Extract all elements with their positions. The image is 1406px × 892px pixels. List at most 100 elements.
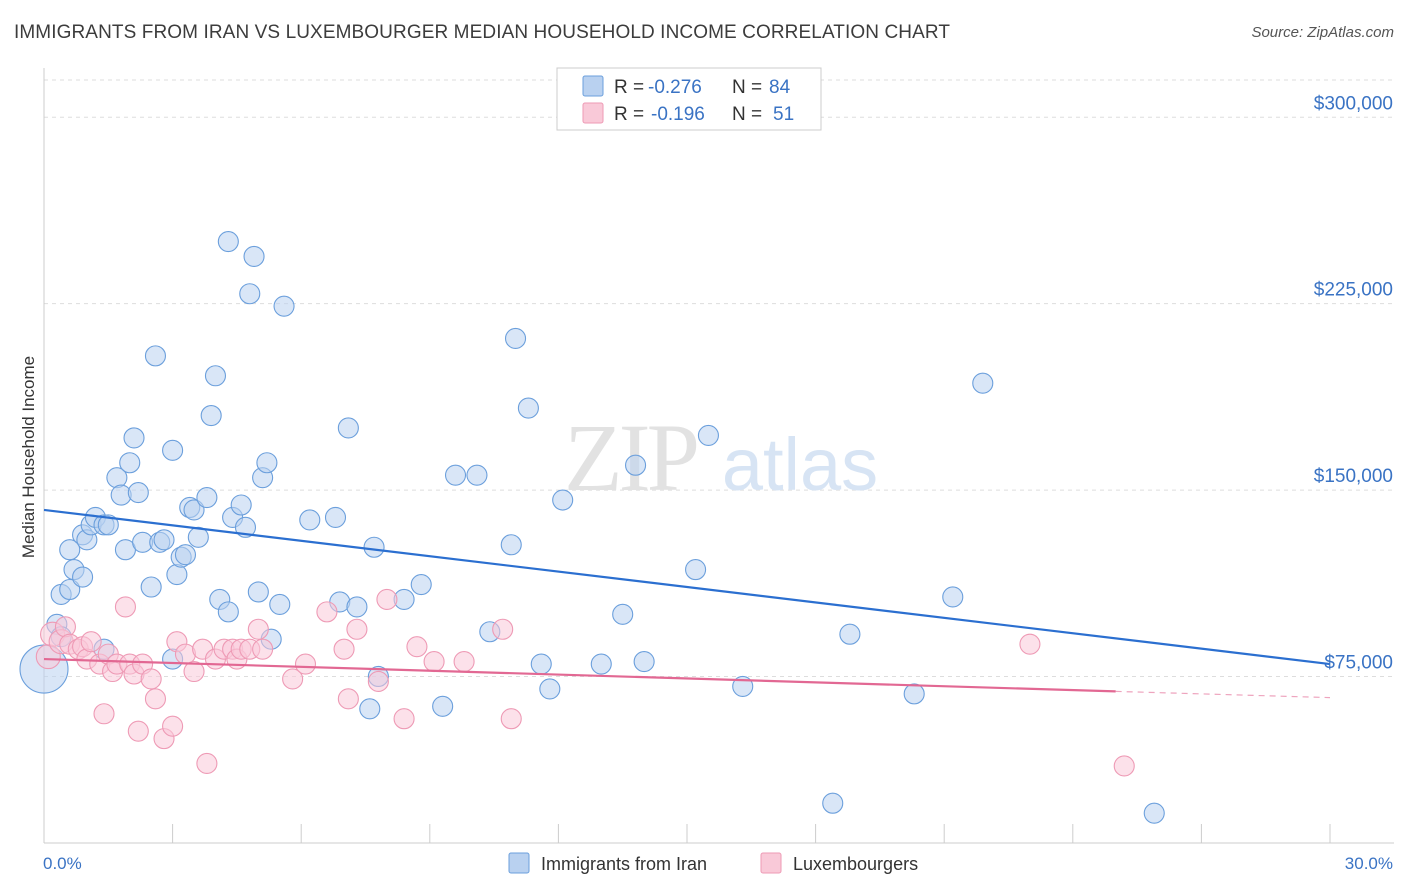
point-iran-70 (552, 489, 574, 511)
y-tick-label-1: $150,000 (1314, 466, 1393, 487)
point-iran-49 (269, 593, 291, 615)
bottom-legend-swatch-lux (760, 852, 782, 874)
point-iran-43 (239, 283, 261, 305)
legend-n-value-iran: 84 (769, 77, 791, 98)
grid (44, 79, 1394, 677)
point-iran-38 (217, 601, 239, 623)
point-lux-17 (127, 720, 149, 742)
point-iran-8 (72, 566, 94, 588)
trendline-ext-lux (1115, 690, 1331, 699)
point-iran-39 (217, 230, 239, 253)
point-iran-22 (140, 576, 162, 598)
point-iran-36 (204, 365, 227, 387)
point-iran-55 (346, 596, 368, 618)
point-lux-47 (453, 651, 475, 673)
point-iran-67 (517, 397, 539, 419)
point-iran-47 (256, 452, 278, 474)
chart-title: IMMIGRANTS FROM IRAN VS LUXEMBOURGER MED… (14, 22, 951, 43)
point-iran-18 (119, 452, 141, 474)
point-lux-39 (333, 638, 355, 660)
point-iran-23 (144, 345, 167, 367)
point-iran-61 (432, 695, 454, 717)
point-iran-25 (153, 529, 175, 551)
series-iran (19, 230, 1165, 824)
chart-source: Source: ZipAtlas.com (1251, 24, 1394, 41)
point-iran-65 (500, 534, 522, 556)
point-iran-75 (685, 559, 707, 581)
point-lux-37 (294, 653, 317, 675)
point-lux-44 (393, 708, 415, 730)
point-iran-30 (174, 544, 197, 566)
point-lux-34 (247, 618, 269, 640)
bottom-legend-label-lux: Luxembourgers (793, 854, 918, 874)
point-iran-81 (942, 586, 964, 608)
legend-n-label-iran: N = (732, 77, 762, 98)
point-iran-13 (97, 514, 119, 536)
point-lux-36 (282, 668, 304, 690)
point-iran-4 (59, 578, 81, 601)
point-iran-33 (187, 526, 209, 548)
trendline-iran (43, 508, 1331, 666)
point-iran-76 (697, 424, 719, 446)
point-iran-57 (363, 536, 385, 558)
point-lux-49 (500, 708, 522, 730)
point-lux-25 (183, 660, 205, 683)
point-iran-63 (466, 464, 488, 486)
legend-r-label-iran: R = (614, 77, 644, 98)
point-iran-54 (337, 417, 359, 439)
point-iran-72 (612, 603, 634, 625)
point-iran-35 (200, 404, 222, 427)
y-tick-labels: $75,000 $150,000 $225,000 $300,000 (1314, 93, 1393, 673)
point-lux-20 (144, 688, 167, 710)
point-iran-56 (359, 698, 381, 720)
y-axis-label: Median Household Income (19, 356, 38, 558)
point-lux-10 (93, 703, 115, 725)
bottom-legend-label-iran: Immigrants from Iran (541, 854, 707, 874)
legend-r-value-iran: -0.276 (648, 77, 702, 98)
point-iran-66 (504, 327, 527, 350)
point-lux-27 (196, 752, 218, 775)
point-lux-3 (54, 616, 76, 638)
point-iran-82 (972, 372, 994, 394)
point-iran-52 (324, 506, 347, 528)
bottom-legend-swatch-iran (508, 852, 530, 874)
point-lux-48 (492, 618, 514, 640)
point-iran-73 (625, 454, 647, 476)
y-tick-label-3: $300,000 (1314, 93, 1393, 114)
legend-r-label-lux: R = (614, 104, 644, 125)
legend-n-label-lux: N = (732, 104, 762, 125)
point-lux-19 (140, 668, 162, 690)
point-iran-51 (299, 509, 321, 531)
point-iran-27 (162, 439, 184, 461)
point-lux-43 (376, 588, 398, 610)
point-iran-42 (234, 516, 257, 538)
trendline-lux (43, 657, 1116, 693)
point-iran-5 (59, 539, 81, 561)
point-iran-78 (822, 792, 844, 814)
bottom-legend: Immigrants from Iran Luxembourgers (508, 852, 918, 874)
legend-n-value-lux: 51 (773, 104, 794, 125)
point-iran-19 (123, 427, 145, 449)
legend-swatch-lux (582, 102, 604, 124)
point-iran-62 (444, 464, 467, 486)
x-tick-label-1: 30.0% (1345, 854, 1393, 873)
legend: R = -0.276 N = 84 R = -0.196 N = 51 (556, 67, 822, 131)
point-iran-50 (273, 295, 295, 317)
point-iran-20 (127, 482, 149, 504)
point-iran-79 (839, 623, 861, 645)
point-iran-71 (590, 653, 612, 675)
point-iran-80 (903, 683, 925, 705)
point-iran-60 (410, 573, 432, 596)
legend-r-value-lux: -0.196 (651, 104, 705, 125)
point-iran-69 (539, 678, 561, 700)
point-iran-83 (1143, 802, 1165, 824)
point-iran-41 (230, 494, 252, 516)
point-iran-32 (183, 499, 205, 521)
y-tick-label-2: $225,000 (1314, 280, 1393, 301)
point-iran-68 (530, 653, 552, 675)
trend-layer (43, 508, 1331, 699)
point-lux-50 (1019, 633, 1041, 655)
point-iran-45 (247, 581, 269, 603)
point-iran-28 (166, 564, 188, 586)
